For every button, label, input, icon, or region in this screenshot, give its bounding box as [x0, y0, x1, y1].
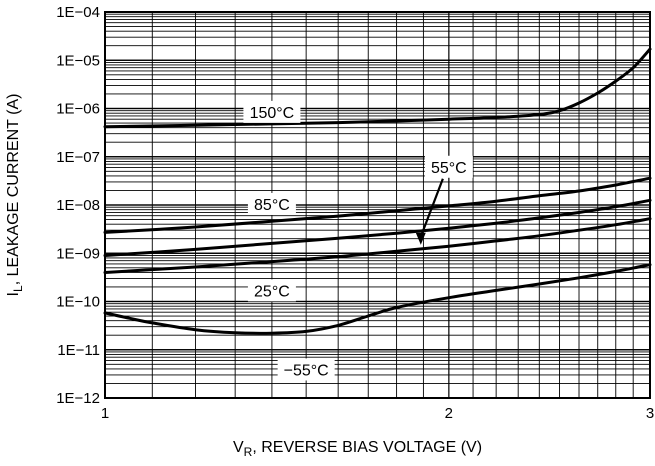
series-label-box — [247, 279, 296, 302]
y-tick-label: 1E−12 — [56, 390, 100, 407]
series-label-55c: −55°C — [277, 358, 335, 381]
series-label-25c: 25°C — [247, 279, 296, 302]
series-label-text: −55°C — [284, 362, 329, 379]
y-tick-label: 1E−06 — [56, 101, 100, 118]
series-label-85c: 85°C — [247, 192, 296, 215]
x-axis-title: VR, REVERSE BIAS VOLTAGE (V) — [233, 439, 482, 459]
y-tick-label: 1E−09 — [56, 245, 100, 262]
series-label-text: 85°C — [254, 197, 290, 214]
series-label-box — [277, 358, 335, 381]
series-line-25c — [103, 217, 652, 274]
y-axis-title-rest: , LEAKAGE CURRENT (A) — [5, 94, 22, 286]
y-tick-label: 1E−08 — [56, 197, 100, 214]
series-label-box — [243, 100, 301, 123]
series-labels: 150°C 85°C 55°C 25°C −55°C — [243, 100, 473, 381]
series-label-text: 55°C — [431, 160, 467, 177]
series-line-85c — [103, 176, 652, 234]
series-label-text: 25°C — [254, 283, 290, 300]
series-label-arrow — [419, 178, 444, 238]
x-axis-title-sub: R — [244, 445, 253, 459]
y-axis-title-sub: L — [11, 285, 25, 292]
series-label-box — [247, 192, 296, 215]
arrowhead — [415, 232, 426, 245]
y-tick-label: 1E−07 — [56, 149, 100, 166]
series-line-150c — [103, 47, 652, 129]
series-label-150c: 150°C — [243, 100, 301, 123]
grid — [105, 11, 651, 399]
x-tick-labels: 1 2 3 — [101, 405, 654, 422]
series-curves — [103, 47, 652, 335]
x-tick-label: 2 — [445, 405, 453, 422]
series-label-55c: 55°C — [424, 155, 473, 178]
x-axis-title-main: V — [233, 439, 244, 456]
x-tick-label: 1 — [101, 405, 109, 422]
y-tick-label: 1E−05 — [56, 52, 100, 69]
x-axis-title-rest: , REVERSE BIAS VOLTAGE (V) — [252, 439, 482, 456]
series-label-box — [424, 155, 473, 178]
y-tick-label: 1E−11 — [57, 342, 100, 359]
x-tick-label: 3 — [646, 405, 654, 422]
series-line-55c — [103, 263, 652, 335]
y-tick-label: 1E−04 — [56, 4, 100, 21]
y-axis-title: IL, LEAKAGE CURRENT (A) — [5, 94, 25, 297]
plot-frame — [104, 11, 651, 399]
y-tick-label: 1E−10 — [56, 294, 100, 311]
series-line-55c — [103, 198, 652, 257]
y-axis-title-main: I — [5, 292, 22, 296]
series-label-text: 150°C — [250, 105, 295, 122]
y-tick-labels: 1E−12 1E−11 1E−10 1E−09 1E−08 1E−07 1E−06 1E−05… — [56, 4, 100, 407]
